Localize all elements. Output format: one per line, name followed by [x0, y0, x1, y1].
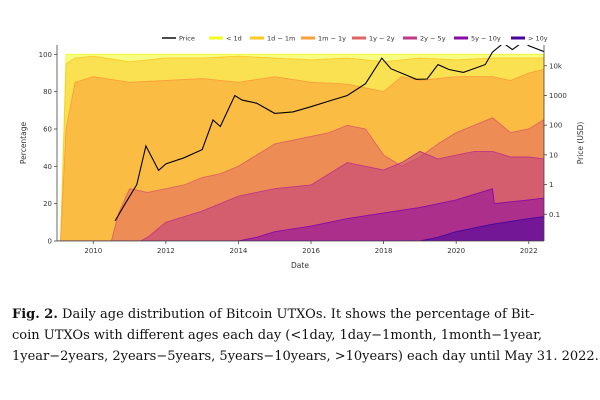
legend-label-1m-to-1y: 1m ~ 1y — [318, 34, 346, 42]
y2-tick-label: 10k — [549, 62, 563, 70]
y-tick-label: 100 — [39, 51, 52, 59]
y-tick-label: 40 — [43, 163, 52, 171]
price-line — [114, 45, 544, 222]
x-tick-label: 2014 — [230, 247, 248, 255]
figure-label: Fig. 2. — [12, 307, 58, 322]
x-tick-label: 2010 — [84, 247, 102, 255]
x-tick-label: 2012 — [157, 247, 175, 255]
y-tick-label: 60 — [43, 126, 52, 134]
chart-legend: Price < 1d 1d ~ 1m 1m ~ 1y 1y ~ 2y 2y ~ 5y 5y … — [162, 34, 548, 42]
legend-label-gt-10y: > 10y — [528, 34, 548, 42]
legend-label-1y-to-2y: 1y ~ 2y — [369, 34, 395, 42]
y2-axis-ticks: 0.1 1 10 100 1000 10k — [544, 62, 567, 219]
legend-label-price: Price — [179, 34, 195, 42]
stacked-areas — [57, 53, 544, 241]
y2-tick-label: 100 — [549, 122, 562, 130]
legend-label-lt-1d: < 1d — [226, 34, 242, 42]
x-tick-label: 2022 — [520, 247, 538, 255]
x-tick-label: 2020 — [447, 247, 465, 255]
area-gt-10y — [57, 216, 544, 241]
y2-tick-label: 10 — [549, 151, 558, 159]
y2-tick-label: 1 — [549, 181, 553, 189]
x-tick-label: 2016 — [302, 247, 320, 255]
caption-line-3: 1year−2years, 2years−5years, 5years−10ye… — [12, 349, 599, 364]
legend-label-5y-to-10y: 5y ~ 10y — [471, 34, 501, 42]
x-axis-ticks: 2010 2012 2014 2016 2018 2020 2022 — [84, 241, 538, 255]
caption-line-1: Fig. 2. Daily age distribution of Bitcoi… — [12, 304, 600, 325]
utxo-age-chart: Price < 1d 1d ~ 1m 1m ~ 1y 1y ~ 2y 2y ~ 5y 5y … — [19, 34, 585, 270]
figure-caption: Fig. 2. Daily age distribution of Bitcoi… — [12, 304, 600, 367]
legend-label-1d-to-1m: 1d ~ 1m — [267, 34, 295, 42]
caption-text-1: Daily age distribution of Bitcoin UTXOs.… — [62, 307, 535, 322]
y-tick-label: 20 — [43, 200, 52, 208]
y-tick-label: 0 — [48, 238, 52, 246]
legend-label-2y-to-5y: 2y ~ 5y — [420, 34, 446, 42]
y-tick-label: 80 — [43, 88, 52, 96]
caption-line-2: coin UTXOs with different ages each day … — [12, 328, 542, 343]
x-axis-label: Date — [291, 261, 309, 270]
y-axis-label: Percentage — [19, 122, 28, 165]
price-series — [114, 45, 544, 222]
y2-axis-label: Price (USD) — [576, 122, 585, 165]
y-axis-ticks: 0 20 40 60 80 100 — [39, 51, 57, 246]
y2-tick-label: 1000 — [549, 92, 567, 100]
y2-tick-label: 0.1 — [549, 211, 560, 219]
area-5y-to-10y — [57, 188, 544, 241]
x-tick-label: 2018 — [375, 247, 393, 255]
